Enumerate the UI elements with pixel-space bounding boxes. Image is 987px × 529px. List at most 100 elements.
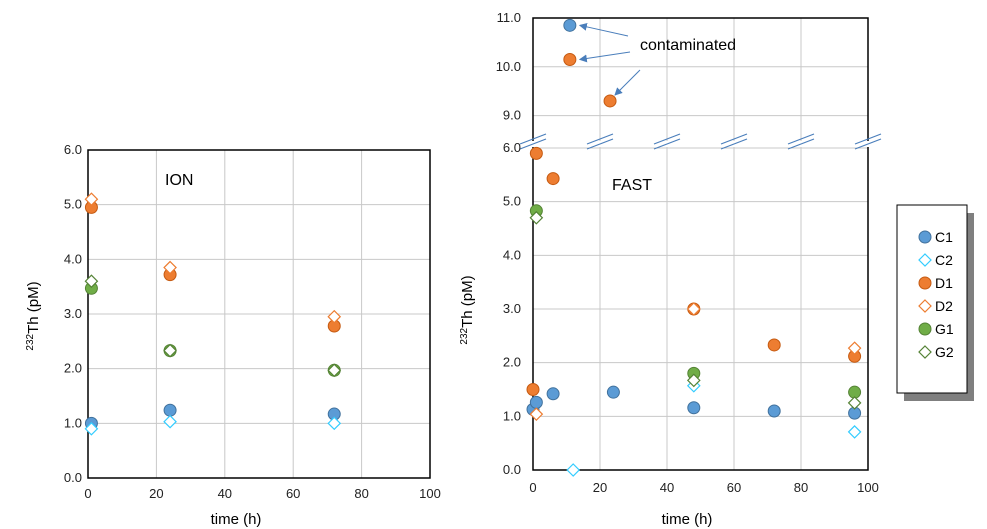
fast-y-axis-label-main: Th (pM) [459, 275, 476, 328]
fast-y-tick-label: 5.0 [503, 194, 521, 209]
fast-point-c1 [546, 387, 560, 401]
fast-point-d1 [526, 383, 540, 396]
fast-break-slash [854, 133, 882, 145]
ion-x-tick-label: 0 [84, 486, 91, 501]
fast-break-slash [586, 133, 614, 145]
fast-point-c1 [563, 18, 577, 32]
fast-point-c2 [566, 463, 581, 477]
legend-marker-c1 [918, 230, 932, 244]
ion-y-axis-label: 232Th (pM) [25, 281, 42, 350]
fast-break-gap [525, 141, 876, 147]
ion-y-axis-label-superscript: 232 [25, 333, 36, 350]
ion-x-tick-label: 20 [149, 486, 163, 501]
fast-x-tick-label: 0 [529, 480, 536, 495]
fast-y-tick-label: 1.0 [503, 408, 521, 423]
fast-y-tick-label: 11.0 [497, 10, 521, 25]
fast-point-c1 [767, 404, 781, 418]
fast-point-d2 [529, 407, 544, 422]
fast-y-tick-label: 6.0 [503, 140, 521, 155]
fast-x-tick-labels: 0 20 40 60 80 100 [529, 480, 878, 495]
fast-point-d1 [563, 52, 577, 66]
fast-y-tick-label: 3.0 [503, 301, 521, 316]
ion-x-tick-labels: 0 20 40 60 80 100 [84, 486, 440, 501]
ion-data-points [84, 192, 342, 436]
fast-point-c1 [687, 401, 701, 415]
ion-point-c1 [163, 403, 177, 417]
legend-marker-d1 [918, 276, 932, 290]
fast-break-slash [586, 138, 614, 150]
ion-chart: 0.0 1.0 2.0 3.0 4.0 5.0 6.0 0 20 40 60 80 100 ION t… [25, 142, 441, 528]
ion-point-c2 [84, 421, 99, 436]
ion-y-axis-label-main: Th (pM) [25, 281, 42, 334]
fast-x-tick-label: 40 [660, 480, 674, 495]
fast-gridlines [532, 17, 869, 471]
ion-point-g2 [84, 274, 99, 289]
fast-x-axis-label: time (h) [662, 511, 713, 528]
ion-point-c2 [163, 414, 177, 429]
ion-y-tick-label: 1.0 [64, 415, 82, 430]
legend-marker-g2 [918, 345, 932, 359]
fast-y-axis-label-superscript: 232 [459, 327, 470, 344]
ion-x-tick-label: 60 [286, 486, 300, 501]
fast-x-tick-label: 100 [857, 480, 879, 495]
legend-marker-c2 [918, 253, 932, 267]
fast-break-slash [787, 133, 815, 145]
ion-y-tick-label: 0.0 [64, 470, 82, 485]
ion-point-d2 [327, 309, 342, 324]
fast-point-c1 [529, 395, 543, 409]
fast-break-slash [519, 133, 547, 145]
fast-point-c2 [847, 425, 862, 439]
ion-x-tick-label: 80 [354, 486, 368, 501]
legend: C1 C2 D1 D2 G1 G2 [896, 204, 974, 401]
fast-point-d1 [529, 146, 543, 160]
fast-y-tick-label: 9.0 [503, 108, 521, 123]
fast-y-axis-label: 232Th (pM) [459, 275, 476, 344]
ion-panel-label: ION [165, 172, 193, 189]
fast-y-tick-label: 4.0 [503, 247, 521, 262]
contaminated-arrow [578, 22, 629, 37]
ion-y-tick-labels: 0.0 1.0 2.0 3.0 4.0 5.0 6.0 [64, 142, 82, 485]
fast-y-tick-label: 10.0 [496, 59, 521, 74]
fast-point-d2 [847, 341, 862, 356]
legend-items: C1 C2 D1 D2 G1 G2 [918, 229, 954, 360]
contaminated-arrow [578, 51, 631, 63]
fast-point-g2 [847, 396, 862, 410]
ion-x-tick-label: 100 [419, 486, 441, 501]
fast-break-slash [519, 138, 547, 150]
fast-break-slash [720, 138, 748, 150]
ion-gridlines [87, 149, 431, 479]
fast-point-c1 [606, 385, 620, 399]
fast-break-slash [720, 133, 748, 145]
contaminated-arrow [614, 69, 641, 96]
fast-break-slash [854, 138, 882, 150]
fast-data-points [526, 18, 862, 477]
fast-x-tick-label: 80 [794, 480, 808, 495]
fast-point-d2 [686, 302, 701, 316]
ion-y-tick-label: 2.0 [64, 361, 82, 376]
fast-point-d1 [603, 94, 617, 108]
fast-break-slash [787, 138, 815, 150]
ion-y-tick-label: 6.0 [64, 142, 82, 157]
fast-y-tick-label: 0.0 [503, 462, 521, 477]
ion-x-axis-label: time (h) [211, 511, 262, 528]
ion-y-tick-label: 4.0 [64, 251, 82, 266]
fast-point-g2 [686, 373, 701, 388]
fast-x-tick-label: 20 [593, 480, 607, 495]
legend-label-g2: G2 [935, 344, 954, 360]
fast-point-g2 [529, 210, 544, 225]
fast-axis-break-marks [519, 133, 882, 150]
contaminated-arrows [578, 22, 641, 96]
fast-x-tick-label: 60 [727, 480, 741, 495]
legend-label-c2: C2 [935, 252, 953, 268]
legend-label-g1: G1 [935, 321, 954, 337]
legend-label-d2: D2 [935, 298, 953, 314]
fast-break-slash [653, 138, 681, 150]
fast-point-d1 [546, 172, 560, 186]
fast-plot-frame [532, 17, 869, 471]
legend-marker-d2 [918, 299, 932, 313]
fast-y-tick-labels: 0.0 1.0 2.0 3.0 4.0 5.0 6.0 9.0 10.0 11.0 [496, 10, 521, 477]
legend-marker-g1 [918, 322, 932, 336]
ion-y-tick-label: 5.0 [64, 197, 82, 212]
fast-point-d1 [767, 338, 781, 352]
